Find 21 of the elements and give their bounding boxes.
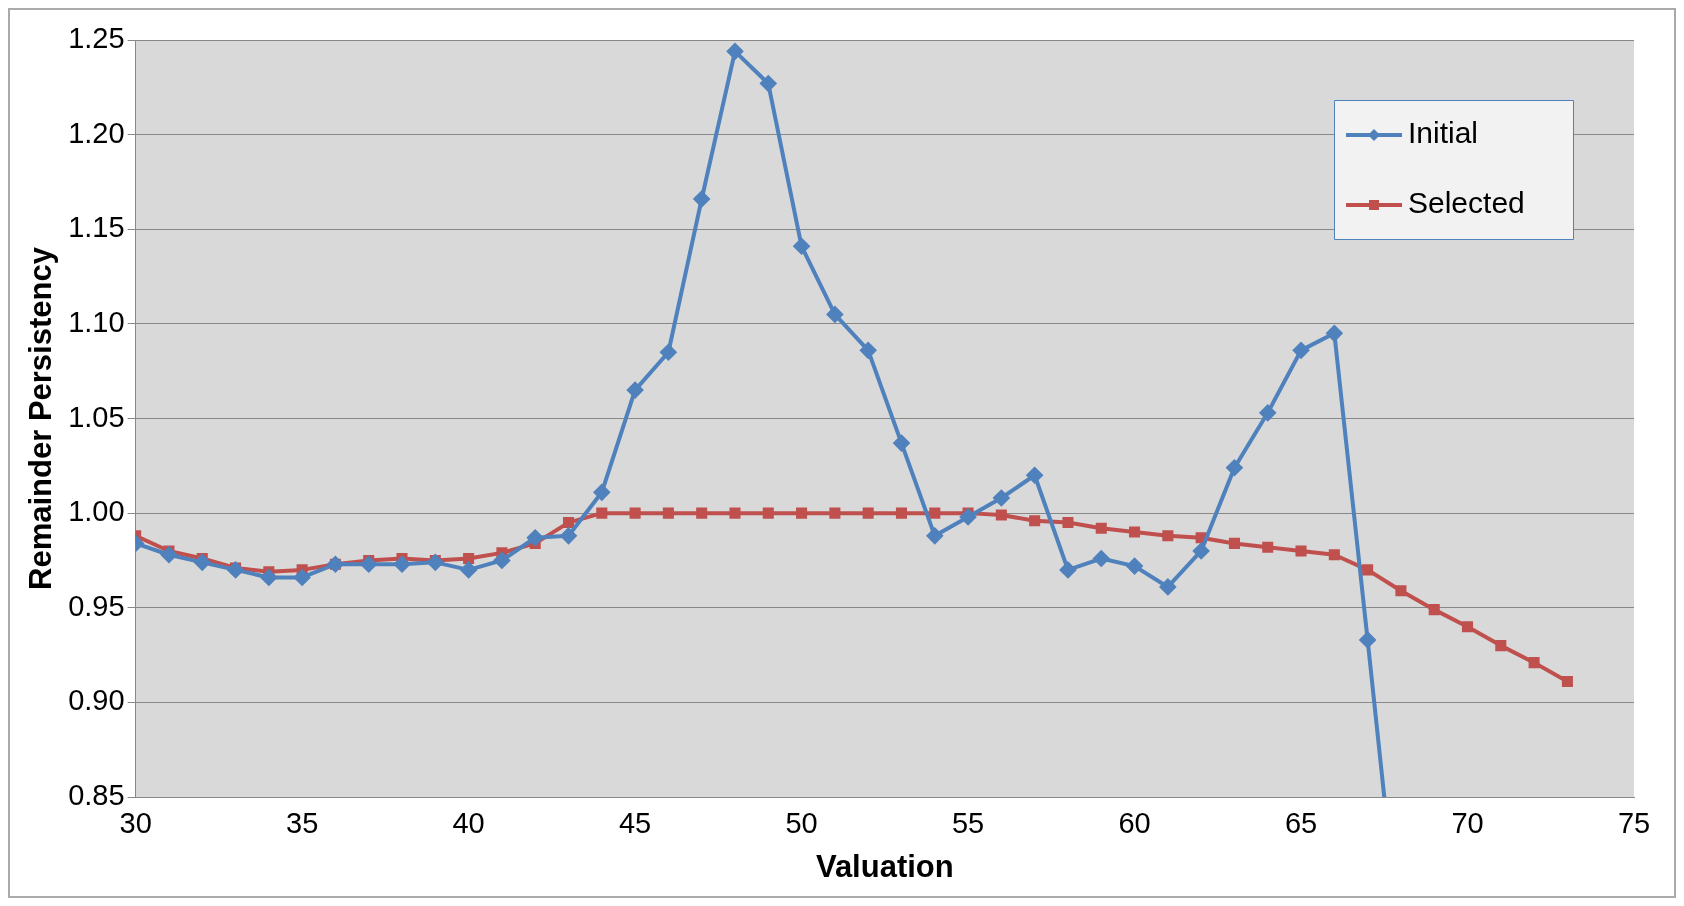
y-tick-label: 0.90 — [68, 684, 125, 717]
legend-label: Initial — [1408, 116, 1479, 150]
legend-label: Selected — [1408, 186, 1525, 220]
x-tick-label: 75 — [1617, 807, 1651, 840]
y-tick-label: 1.05 — [68, 400, 125, 433]
y-axis-title: Remainder Persistency — [23, 246, 59, 590]
y-tick-label: 1.00 — [68, 495, 125, 528]
x-axis-title: Valuation — [815, 848, 954, 884]
x-tick-label: 50 — [785, 807, 818, 840]
x-tick-label: 65 — [1284, 807, 1318, 840]
y-tick-label: 1.10 — [68, 305, 125, 338]
x-tick-label: 40 — [452, 807, 485, 840]
x-tick-label: 35 — [285, 807, 319, 840]
y-tick-label: 1.15 — [68, 211, 125, 244]
y-tick-label: 0.95 — [68, 589, 125, 622]
x-tick-label: 70 — [1451, 807, 1484, 840]
y-tick-label: 1.20 — [68, 116, 125, 149]
x-tick-label: 60 — [1118, 807, 1151, 840]
x-tick-label: 45 — [618, 807, 652, 840]
y-tick-label: 1.25 — [68, 22, 125, 54]
x-tick-label: 55 — [951, 807, 985, 840]
